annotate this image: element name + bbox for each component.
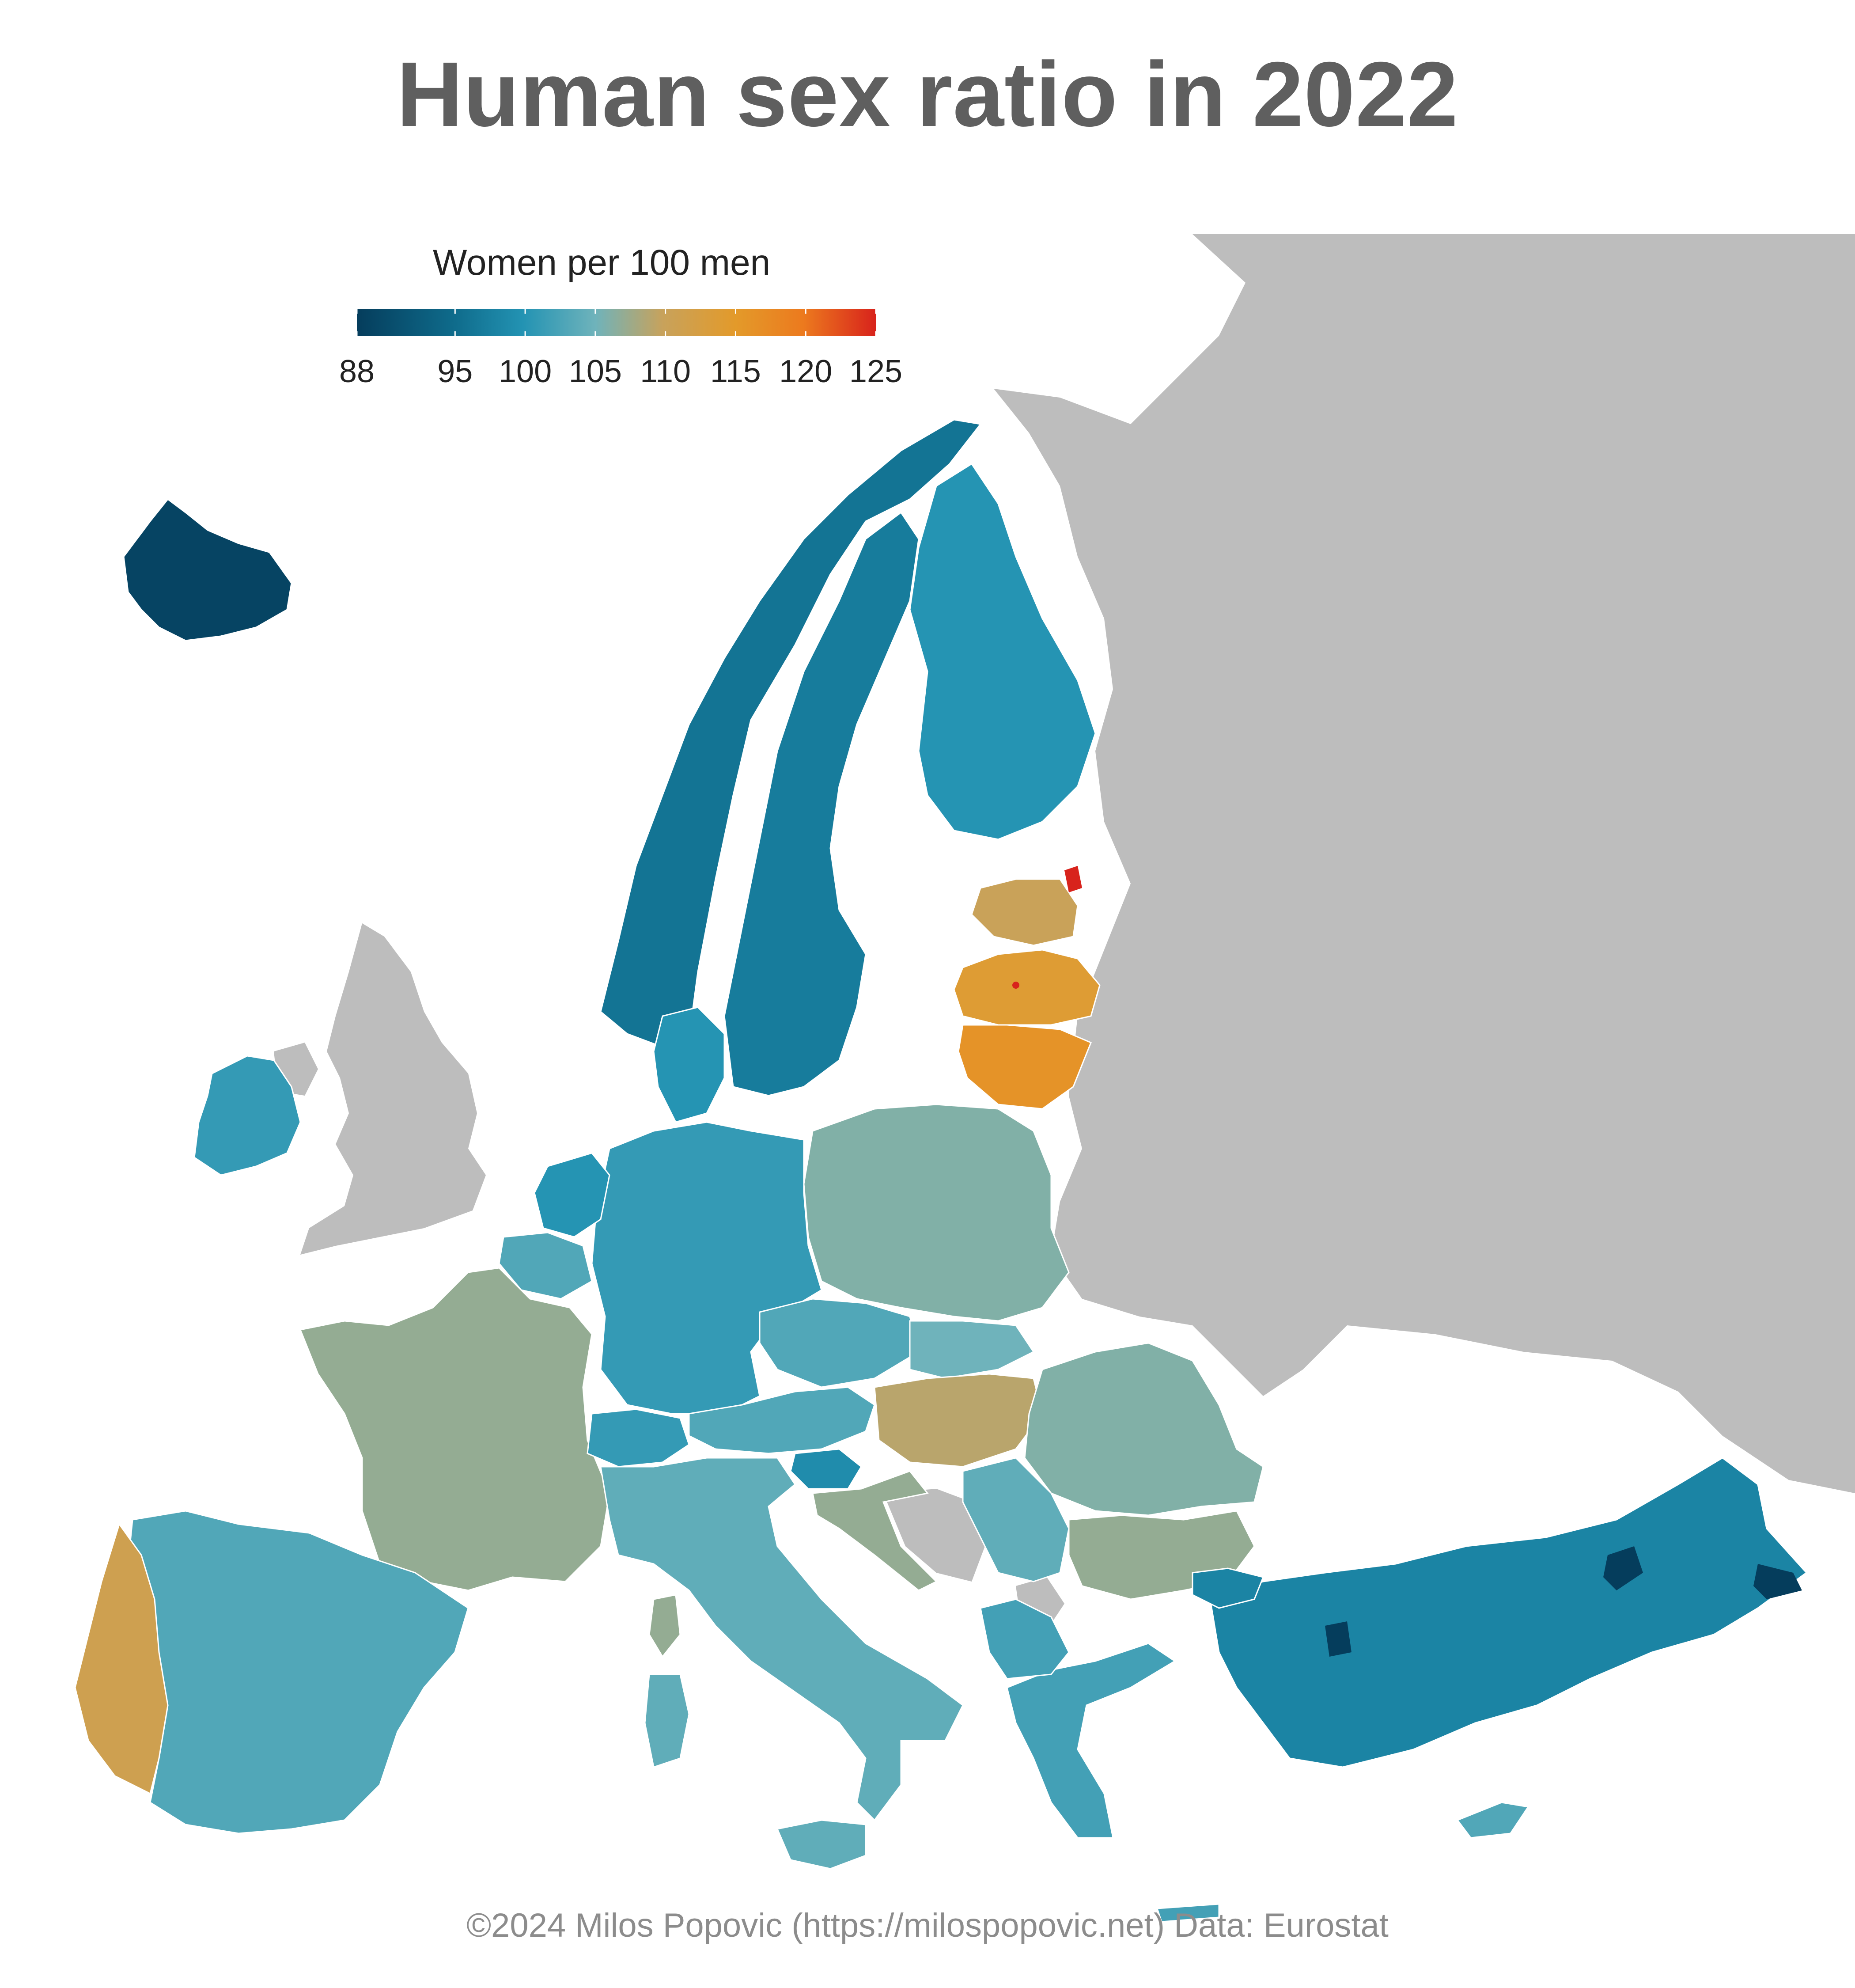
russia-no-data: [994, 234, 1855, 1493]
region-turkiye: [1209, 1457, 1808, 1768]
legend-tick-label: 88: [339, 354, 375, 389]
region-croatia: [812, 1470, 938, 1591]
region-iceland: [123, 498, 292, 641]
united-kingdom-no-data: [300, 923, 486, 1255]
region-belgium: [498, 1232, 593, 1300]
region-hungary: [874, 1373, 1043, 1468]
credit-line: ©2024 Milos Popovic (https://milospopovi…: [466, 1907, 1389, 1944]
region-cyprus: [1456, 1802, 1529, 1839]
legend-title: Women per 100 men: [433, 243, 771, 283]
region-greece: [1006, 1643, 1176, 1839]
region-crete: [1156, 1903, 1220, 1923]
region-france: [299, 1267, 610, 1591]
map-regions: [74, 419, 1808, 1923]
region-serbia: [962, 1457, 1070, 1582]
legend-tick-label: 115: [710, 354, 761, 389]
region-czechia: [759, 1298, 920, 1388]
region-austria: [688, 1386, 875, 1454]
region-sweden: [723, 511, 920, 1096]
region-romania: [1024, 1342, 1264, 1516]
hotspot-riga: [1012, 982, 1019, 989]
region-sicily: [776, 1819, 867, 1870]
legend-tick-label: 105: [568, 354, 622, 389]
region-denmark: [653, 1006, 725, 1123]
legend-tick-label: 120: [779, 354, 833, 389]
region-sardinia: [644, 1673, 690, 1768]
region-netherlands: [534, 1152, 610, 1238]
legend-tick-label: 110: [640, 354, 691, 389]
legend-color-bar: [356, 309, 877, 336]
region-germany: [591, 1121, 822, 1415]
region-estonia: [971, 878, 1079, 946]
region-finland: [909, 463, 1096, 840]
legend-tick-label: 125: [849, 354, 903, 389]
hotspot-ne-turkiye: [1753, 1564, 1802, 1599]
region-norway: [600, 419, 982, 1048]
region-lithuania: [958, 1024, 1092, 1110]
region-italy: [600, 1457, 964, 1821]
region-corsica: [648, 1594, 681, 1658]
region-albania-macedonia: [980, 1598, 1070, 1680]
no-data-land: [274, 234, 1855, 1630]
legend-tick-label: 100: [499, 354, 552, 389]
hotspot-east-turkiye: [1603, 1546, 1643, 1590]
region-slovenia: [790, 1448, 862, 1490]
region-slovakia: [909, 1320, 1035, 1379]
region-portugal: [74, 1522, 169, 1795]
map-hotspots: [1012, 866, 1802, 1657]
region-ireland: [193, 1055, 301, 1176]
region-switzerland: [587, 1408, 690, 1468]
hotspot-central-turkiye: [1325, 1621, 1352, 1657]
legend-tick-label: 95: [437, 354, 473, 389]
bosnia-no-data: [883, 1489, 985, 1582]
region-thrace: [1192, 1567, 1264, 1609]
legend-gradient: [357, 309, 876, 336]
hotspot-estonia-east: [1064, 866, 1082, 892]
region-poland: [803, 1104, 1070, 1322]
region-latvia: [953, 949, 1101, 1026]
page-title: Human sex ratio in 2022: [396, 43, 1459, 146]
